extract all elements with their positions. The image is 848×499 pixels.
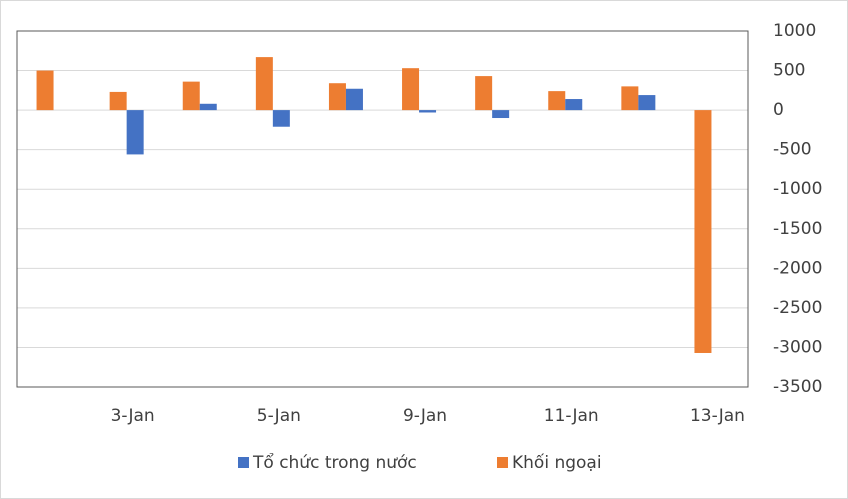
y-tick-label: -2000 bbox=[773, 258, 822, 278]
bar bbox=[638, 95, 656, 111]
bar bbox=[328, 83, 346, 111]
bar bbox=[255, 57, 273, 111]
y-tick-label: 1000 bbox=[773, 21, 816, 41]
x-tick-label: 3-Jan bbox=[111, 406, 155, 426]
y-tick-label: -1000 bbox=[773, 179, 822, 199]
bar bbox=[475, 76, 493, 111]
bar bbox=[402, 68, 420, 111]
x-tick-label: 9-Jan bbox=[403, 406, 447, 426]
bars bbox=[36, 57, 712, 353]
y-tick-label: -3000 bbox=[773, 337, 822, 357]
bar bbox=[272, 110, 290, 127]
labels: 1000 500 0 -500 -1000 -1500 -2000 -2500 -3000 -35… bbox=[111, 21, 823, 473]
y-tick-label: 0 bbox=[773, 100, 784, 120]
x-tick-label: 5-Jan bbox=[257, 406, 301, 426]
y-tick-label: -1500 bbox=[773, 219, 822, 239]
y-tick-label: -500 bbox=[773, 140, 812, 160]
bar bbox=[419, 110, 437, 113]
bar bbox=[492, 110, 510, 119]
y-tick-label: 500 bbox=[773, 61, 805, 81]
bar bbox=[565, 99, 583, 111]
legend-label: Khối ngoại bbox=[512, 452, 602, 473]
y-tick-label: -3500 bbox=[773, 377, 822, 397]
bar bbox=[199, 103, 217, 111]
legend-swatch bbox=[238, 457, 249, 468]
bar bbox=[126, 110, 144, 155]
legend-swatch bbox=[497, 457, 508, 468]
y-tick-label: -2500 bbox=[773, 298, 822, 318]
bar bbox=[36, 70, 54, 111]
x-tick-label: 13-Jan bbox=[690, 406, 745, 426]
plot-border bbox=[16, 30, 749, 388]
bar bbox=[182, 81, 200, 111]
legend-label: Tổ chức trong nước bbox=[252, 452, 417, 473]
bar bbox=[548, 91, 566, 111]
x-tick-label: 11-Jan bbox=[544, 406, 599, 426]
bar bbox=[109, 91, 127, 111]
bar bbox=[694, 110, 712, 353]
bar bbox=[621, 86, 639, 111]
bar bbox=[345, 88, 363, 111]
